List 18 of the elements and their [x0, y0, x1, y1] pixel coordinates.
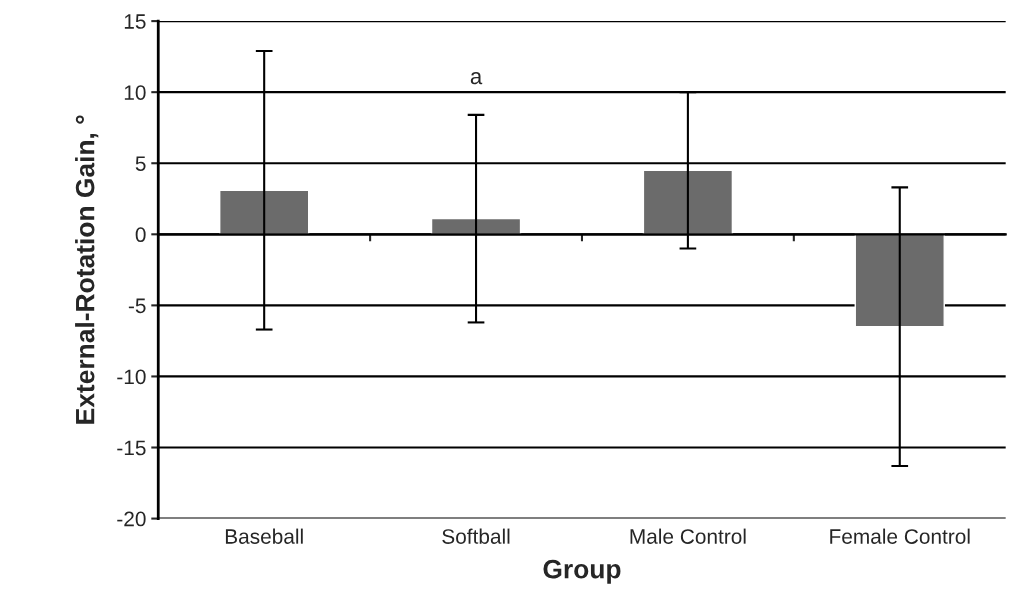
annotation: a: [470, 72, 483, 85]
bar: [854, 233, 945, 328]
y-tick-label: 10: [124, 85, 146, 100]
y-tick-label: -15: [117, 440, 146, 456]
x-axis-title: Group: [543, 559, 621, 584]
bar: [642, 169, 734, 236]
y-tick-label: 15: [124, 14, 146, 29]
y-tick-label: -5: [128, 298, 146, 314]
y-tick-label: 5: [135, 156, 146, 171]
x-tick-label: Baseball: [225, 528, 303, 544]
bar: [218, 189, 310, 236]
x-tick-label: Female Control: [830, 528, 970, 544]
x-tick-label: Male Control: [630, 528, 746, 544]
y-axis-title: External-Rotation Gain, °: [75, 115, 99, 424]
y-tick-label: -10: [117, 369, 146, 385]
y-tick-label: -20: [117, 511, 146, 527]
y-tick-label: 0: [135, 227, 146, 243]
x-tick-label: Softball: [442, 528, 510, 544]
